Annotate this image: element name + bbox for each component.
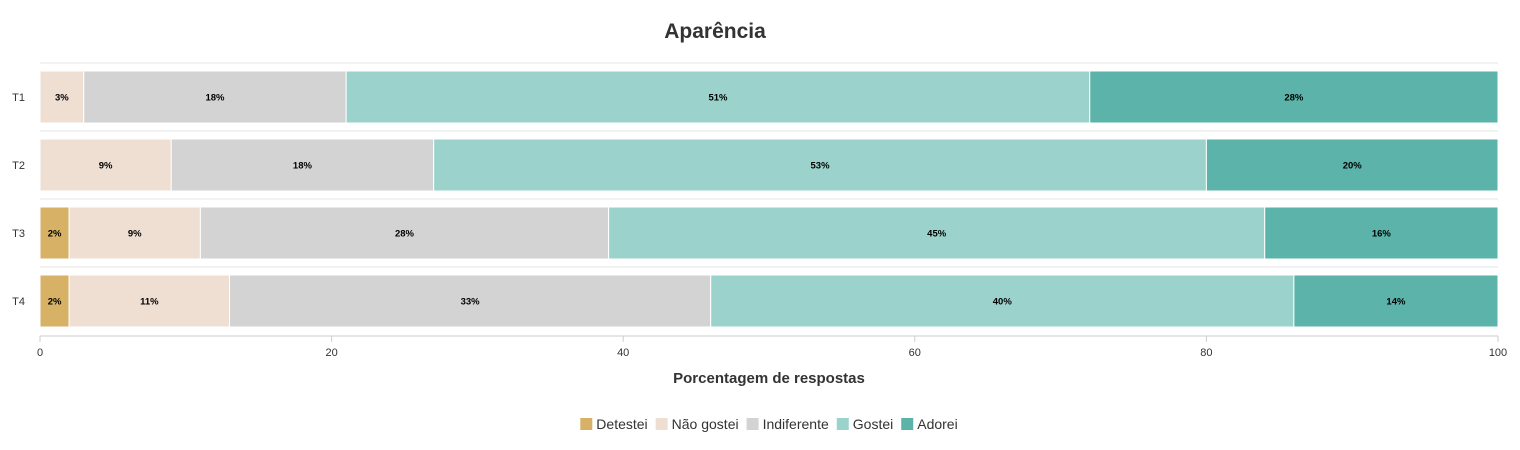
- segment-value-label: 16%: [1372, 229, 1392, 240]
- legend-label: Gostei: [853, 416, 893, 432]
- bar-segment-indiferente: [229, 274, 712, 328]
- legend-swatch: [836, 418, 849, 430]
- legend-item[interactable]: Indiferente: [746, 416, 829, 432]
- category-label: T4: [12, 296, 25, 308]
- segment-value-label: 40%: [993, 297, 1013, 308]
- category-label: T1: [12, 92, 25, 104]
- segment-value-label: 18%: [205, 93, 225, 104]
- segment-value-label: 45%: [927, 229, 947, 240]
- bar-segment-adorei: [1205, 138, 1499, 192]
- legend-swatch: [901, 418, 914, 430]
- bar-segment-gostei: [345, 70, 1091, 124]
- segment-value-label: 2%: [48, 297, 62, 308]
- legend-swatch: [746, 418, 759, 430]
- bar-segment-adorei: [1293, 274, 1499, 328]
- x-tick-label: 80: [1200, 347, 1212, 359]
- segment-value-label: 9%: [99, 161, 113, 172]
- legend-swatch: [580, 418, 593, 430]
- bar-segment-adorei: [1264, 206, 1499, 260]
- x-axis-title: Porcentagem de respostas: [673, 370, 865, 387]
- legend-label: Indiferente: [763, 416, 829, 432]
- legend-swatch: [655, 418, 668, 430]
- legend-item[interactable]: Detestei: [580, 416, 648, 432]
- segment-value-label: 28%: [395, 229, 415, 240]
- segment-value-label: 3%: [55, 93, 69, 104]
- segment-value-label: 20%: [1343, 161, 1363, 172]
- x-tick-label: 40: [617, 347, 629, 359]
- legend: Detestei Não gostei Indiferente Gostei Adore…: [580, 416, 958, 432]
- legend-label: Adorei: [917, 416, 957, 432]
- segment-value-label: 2%: [48, 229, 62, 240]
- x-tick-label: 60: [909, 347, 921, 359]
- bar-segment-gostei: [608, 206, 1266, 260]
- segment-value-label: 9%: [128, 229, 142, 240]
- bar-segment-detestei: [39, 206, 70, 260]
- legend-label: Não gostei: [672, 416, 739, 432]
- bar-segment-adorei: [1089, 70, 1499, 124]
- segment-value-label: 14%: [1386, 297, 1406, 308]
- legend-item[interactable]: Gostei: [836, 416, 893, 432]
- segment-value-label: 11%: [140, 297, 159, 308]
- x-tick-label: 20: [325, 347, 337, 359]
- x-tick-label: 100: [1489, 347, 1507, 359]
- x-tick-label: 0: [37, 347, 43, 359]
- chart-title: Aparência: [664, 20, 766, 43]
- category-label: T3: [12, 228, 25, 240]
- bar-segment-indiferente: [170, 138, 435, 192]
- segment-value-label: 33%: [461, 297, 481, 308]
- bar-segment-nao-gostei: [68, 206, 201, 260]
- plot-area: T1 3% 18% 51% 28% T2 9% 18% 53% 20% T3 2% 9% 28% 45% 16…: [12, 62, 1499, 328]
- x-axis: 0 20 40 60 80 100: [37, 335, 1507, 359]
- legend-item[interactable]: Adorei: [901, 416, 958, 432]
- legend-item[interactable]: Não gostei: [655, 416, 739, 432]
- bar-segment-indiferente: [199, 206, 610, 260]
- bar-segment-indiferente: [83, 70, 347, 124]
- bar-segment-gostei: [433, 138, 1207, 192]
- segment-value-label: 51%: [708, 93, 728, 104]
- segment-value-label: 28%: [1284, 93, 1304, 104]
- segment-value-label: 18%: [293, 161, 313, 172]
- category-label: T2: [12, 160, 25, 172]
- bar-segment-detestei: [39, 274, 70, 328]
- segment-value-label: 53%: [811, 161, 831, 172]
- legend-label: Detestei: [596, 416, 647, 432]
